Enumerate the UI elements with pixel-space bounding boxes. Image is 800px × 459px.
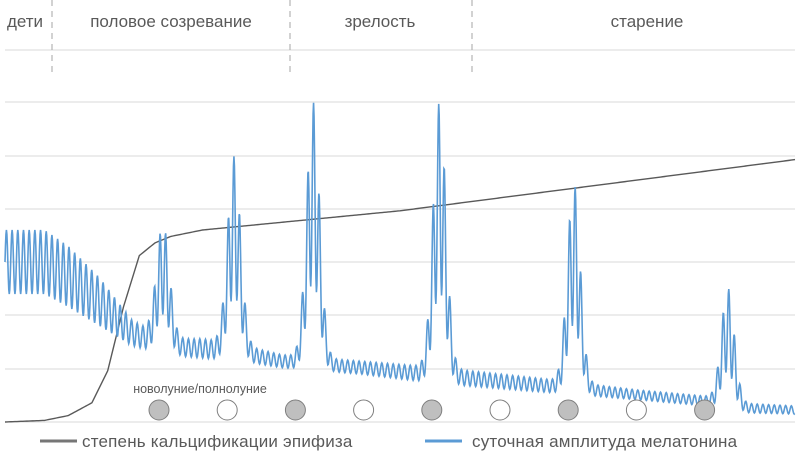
new-moon-icon — [284, 399, 306, 421]
new-moon-icon — [694, 399, 716, 421]
moon-phase-label: новолуние/полнолуние — [133, 382, 267, 396]
melatonin-curve — [4, 102, 796, 416]
stage-dividers — [51, 0, 473, 74]
stage-label-children: дети — [7, 12, 43, 31]
stage-labels: дети половое созревание зрелость старени… — [7, 12, 683, 31]
legend-label-melatonin: суточная амплитуда мелатонина — [472, 432, 738, 451]
stage-label-maturity: зрелость — [345, 12, 416, 31]
calcification-curve — [4, 158, 796, 423]
stage-label-puberty: половое созревание — [90, 12, 252, 31]
new-moon-icon — [148, 399, 170, 421]
series-layer — [4, 102, 796, 423]
full-moon-icon — [216, 399, 238, 421]
new-moon-icon — [421, 399, 443, 421]
stage-label-aging: старение — [611, 12, 684, 31]
full-moon-icon — [625, 399, 647, 421]
moon-phases — [148, 399, 716, 421]
legend: степень кальцификации эпифиза суточная а… — [40, 432, 738, 451]
legend-label-calcification: степень кальцификации эпифиза — [82, 432, 353, 451]
new-moon-icon — [557, 399, 579, 421]
full-moon-icon — [353, 399, 375, 421]
full-moon-icon — [489, 399, 511, 421]
